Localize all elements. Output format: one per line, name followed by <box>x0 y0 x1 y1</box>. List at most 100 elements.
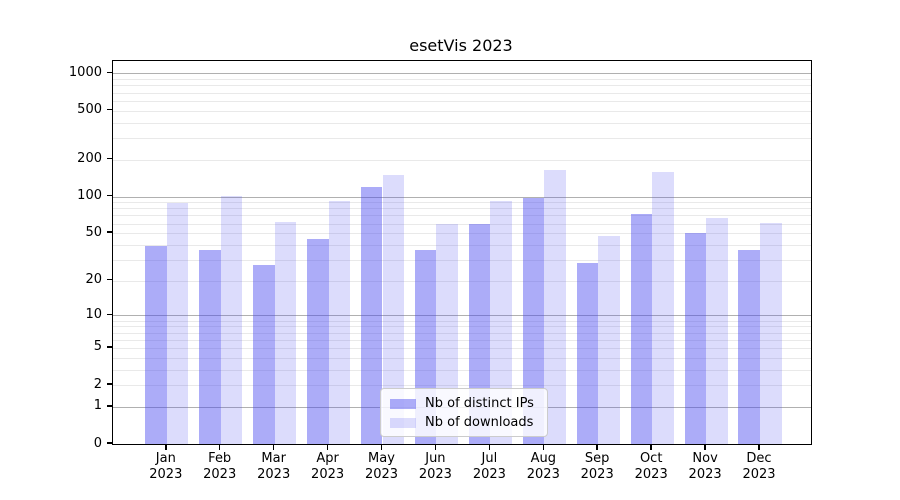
x-tick-label: May 2023 <box>354 451 410 483</box>
x-tick-month: Mar <box>261 451 286 466</box>
y-tick-mark <box>107 346 112 348</box>
bar-distinct-ips <box>145 246 167 444</box>
x-tick-year: 2023 <box>257 467 291 482</box>
x-tick-month: Oct <box>639 451 663 466</box>
y-gridline-minor <box>113 357 811 359</box>
y-gridline-minor <box>113 223 811 225</box>
y-gridline-minor <box>113 110 811 112</box>
bar-downloads <box>166 202 189 444</box>
x-tick-mark <box>758 444 760 450</box>
y-tick-label: 200 <box>77 151 102 167</box>
x-tick-label: Jun 2023 <box>407 451 463 483</box>
x-tick-label: Apr 2023 <box>300 451 356 483</box>
x-tick-year: 2023 <box>149 467 183 482</box>
bar-downloads <box>760 222 782 444</box>
legend-label-distinct-ips: Nb of distinct IPs <box>425 396 534 411</box>
y-tick-label: 20 <box>85 272 102 288</box>
x-tick-month: Nov <box>692 451 718 466</box>
x-tick-mark <box>434 444 437 450</box>
y-gridline-minor <box>113 215 811 217</box>
x-tick-month: Feb <box>208 451 232 466</box>
y-tick-mark <box>107 442 112 444</box>
bar-distinct-ips <box>630 213 653 444</box>
x-tick-label: Nov 2023 <box>677 451 733 483</box>
x-tick-mark <box>704 444 706 450</box>
x-tick-mark <box>488 444 491 450</box>
x-tick-year: 2023 <box>203 467 237 482</box>
y-tick-label: 1000 <box>68 64 102 80</box>
x-tick-year: 2023 <box>364 467 399 482</box>
y-gridline-minor <box>113 92 811 94</box>
x-tick-month: Sep <box>584 451 610 466</box>
bar-distinct-ips <box>253 265 275 444</box>
x-tick-label: Aug 2023 <box>515 451 571 483</box>
x-tick-year: 2023 <box>526 467 560 482</box>
y-gridline-minor <box>113 339 811 341</box>
bar-distinct-ips <box>307 238 329 444</box>
x-tick-label: Jan 2023 <box>138 451 194 483</box>
legend-swatch-downloads <box>390 417 416 428</box>
y-tick-label: 100 <box>77 188 102 203</box>
y-gridline-minor <box>113 332 811 334</box>
y-tick-label: 500 <box>77 102 102 118</box>
y-tick-label: 10 <box>85 306 102 322</box>
y-tick-mark <box>107 405 112 407</box>
x-tick-year: 2023 <box>688 467 722 482</box>
y-tick-label: 50 <box>85 224 102 240</box>
bar-downloads <box>706 217 728 444</box>
x-tick-label: Sep 2023 <box>569 451 625 483</box>
y-tick-mark <box>107 231 112 233</box>
y-tick-label: 0 <box>93 435 102 451</box>
x-tick-year: 2023 <box>634 467 668 482</box>
y-gridline-minor <box>113 202 811 204</box>
x-tick-mark <box>542 444 545 450</box>
legend-row-distinct-ips: Nb of distinct IPs <box>390 396 538 411</box>
legend-row-downloads: Nb of downloads <box>390 415 538 430</box>
y-tick-mark <box>107 157 112 160</box>
x-tick-label: Dec 2023 <box>731 451 787 483</box>
y-gridline-minor <box>113 100 811 102</box>
bar-downloads <box>598 236 620 444</box>
bar-downloads <box>220 195 243 444</box>
y-gridline-minor <box>113 244 811 246</box>
legend-label-downloads: Nb of downloads <box>425 415 534 430</box>
x-tick-year: 2023 <box>742 467 776 482</box>
x-tick-label: Jul 2023 <box>461 451 517 483</box>
plot-area <box>112 60 812 445</box>
y-gridline-minor <box>113 122 811 124</box>
y-tick-label: 5 <box>93 339 102 355</box>
bar-downloads <box>490 200 512 444</box>
x-tick-mark <box>326 444 329 450</box>
y-tick-mark <box>107 71 112 74</box>
bar-distinct-ips <box>522 198 545 444</box>
y-tick-label: 1 <box>93 398 102 414</box>
bar-downloads <box>652 171 674 444</box>
bar-distinct-ips <box>360 187 383 444</box>
bar-downloads <box>382 175 405 444</box>
x-tick-month: Jun <box>425 451 446 466</box>
bar-distinct-ips <box>199 250 221 444</box>
x-tick-month: Aug <box>530 451 556 466</box>
y-gridline-minor <box>113 385 811 387</box>
y-tick-mark <box>107 313 112 316</box>
x-tick-mark <box>596 444 598 450</box>
y-gridline-minor <box>113 369 811 371</box>
bar-distinct-ips <box>684 233 707 444</box>
y-gridline-major <box>113 73 811 75</box>
y-gridline-minor <box>113 208 811 210</box>
legend-swatch-distinct-ips <box>390 398 416 409</box>
x-tick-month: Apr <box>316 451 339 466</box>
y-gridline-minor <box>113 85 811 87</box>
x-tick-mark <box>650 444 652 450</box>
y-gridline-major <box>113 315 811 317</box>
y-gridline-minor <box>113 233 811 235</box>
y-gridline-minor <box>113 259 811 261</box>
x-tick-mark <box>218 444 221 450</box>
bar-distinct-ips <box>738 250 760 444</box>
bar-downloads <box>544 169 566 444</box>
x-tick-mark <box>380 444 383 450</box>
bar-downloads <box>274 221 297 444</box>
y-gridline-minor <box>113 326 811 328</box>
bar-downloads <box>328 200 351 444</box>
y-tick-label: 2 <box>93 376 102 392</box>
